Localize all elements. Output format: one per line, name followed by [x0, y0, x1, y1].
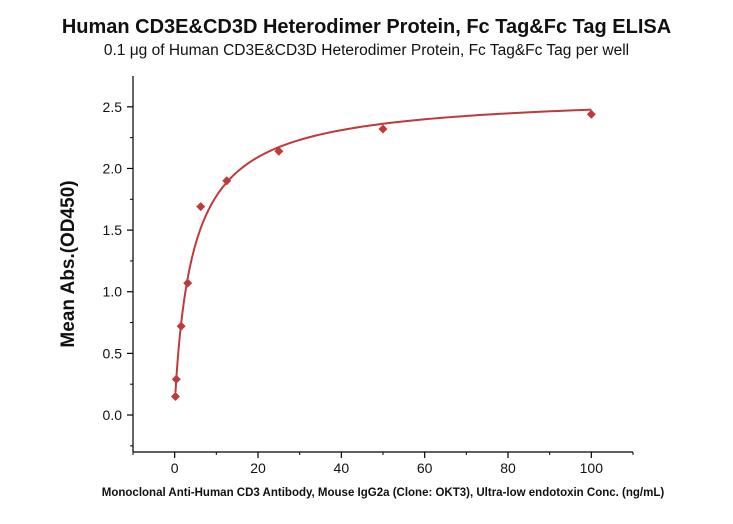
- data-point: [378, 124, 388, 134]
- data-point: [183, 278, 193, 288]
- x-tick-label: 20: [250, 460, 266, 476]
- chart-title: Human CD3E&CD3D Heterodimer Protein, Fc …: [61, 16, 672, 38]
- x-tick-label: 60: [417, 460, 433, 476]
- x-tick-label: 40: [334, 460, 350, 476]
- data-point: [196, 202, 206, 212]
- y-tick-label: 1.5: [103, 222, 123, 238]
- x-axis-label: Monoclonal Anti-Human CD3 Antibody, Mous…: [102, 487, 665, 499]
- axes: 0.0 0.5 1.0 1.5 2.0 2.5 0 20 40 60 80 100: [103, 76, 634, 476]
- data-point: [176, 321, 186, 331]
- x-tick-label: 100: [580, 460, 604, 476]
- data-points: [170, 109, 596, 402]
- y-tick-label: 2.0: [103, 160, 123, 176]
- data-point: [170, 392, 180, 402]
- data-point: [586, 109, 596, 119]
- y-tick-label: 2.5: [103, 99, 123, 115]
- x-tick-label: 80: [500, 460, 516, 476]
- data-point: [222, 176, 232, 186]
- y-tick-label: 0.0: [103, 407, 123, 423]
- chart-subtitle: 0.1 μg of Human CD3E&CD3D Heterodimer Pr…: [103, 42, 630, 59]
- fit-curve: [174, 108, 592, 393]
- data-point: [274, 146, 284, 156]
- axis-labels: Mean Abs.(OD450) Monoclonal Anti-Human C…: [58, 180, 664, 499]
- y-tick-label: 0.5: [103, 345, 123, 361]
- y-tick-label: 1.0: [103, 284, 123, 300]
- x-tick-label: 0: [171, 460, 179, 476]
- y-axis-label: Mean Abs.(OD450): [58, 180, 79, 347]
- data-point: [171, 374, 181, 384]
